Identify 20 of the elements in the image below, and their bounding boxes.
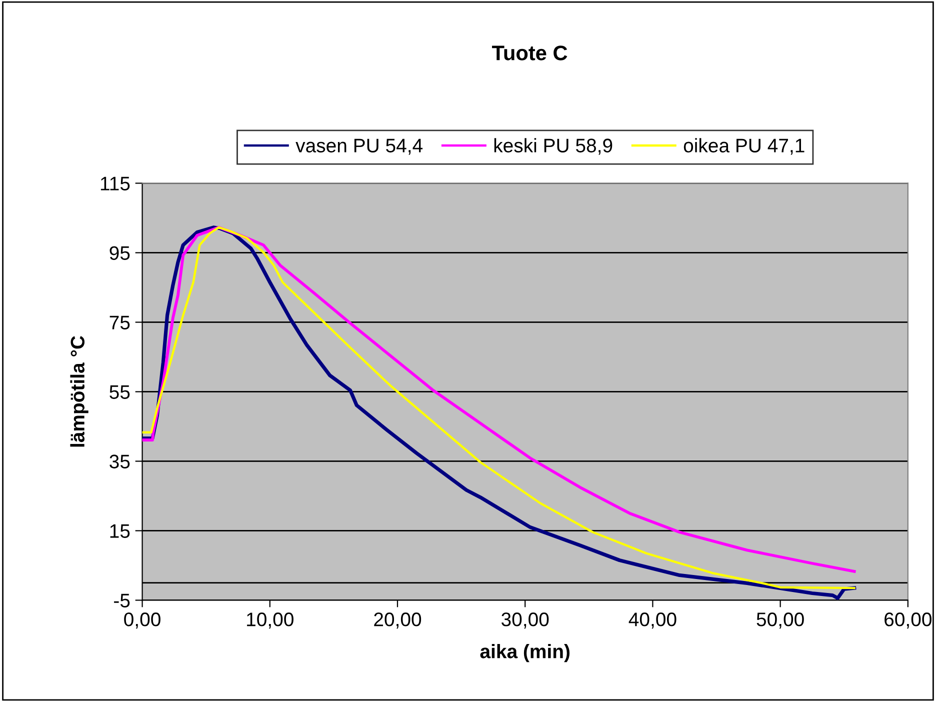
y-tick-label: 115 bbox=[100, 176, 130, 190]
x-tick-label: 60,00 bbox=[884, 612, 932, 629]
x-tick-label: 10,00 bbox=[247, 612, 294, 629]
x-tick-label: 30,00 bbox=[502, 612, 549, 629]
x-tick-label: 50,00 bbox=[756, 612, 804, 629]
y-tick-label: 75 bbox=[110, 316, 130, 330]
x-tick-label: 20,00 bbox=[374, 612, 422, 629]
legend-label: keski PU 58,9 bbox=[494, 138, 612, 155]
y-axis-title: lämpötila °C bbox=[70, 336, 88, 447]
y-tick-label: 35 bbox=[110, 454, 130, 468]
chart-title: Tuote C bbox=[492, 46, 568, 60]
legend-label: vasen PU 54,4 bbox=[296, 138, 423, 155]
y-tick-label: 15 bbox=[110, 524, 130, 538]
x-axis-title: aika (min) bbox=[480, 644, 570, 662]
y-tick-label: 95 bbox=[110, 246, 130, 260]
y-tick-label: -5 bbox=[114, 594, 130, 608]
y-tick-label: 55 bbox=[110, 385, 130, 399]
legend-label: oikea PU 47,1 bbox=[684, 138, 804, 155]
x-tick-label: 40,00 bbox=[628, 612, 676, 629]
x-tick-label: 0,00 bbox=[124, 612, 160, 629]
